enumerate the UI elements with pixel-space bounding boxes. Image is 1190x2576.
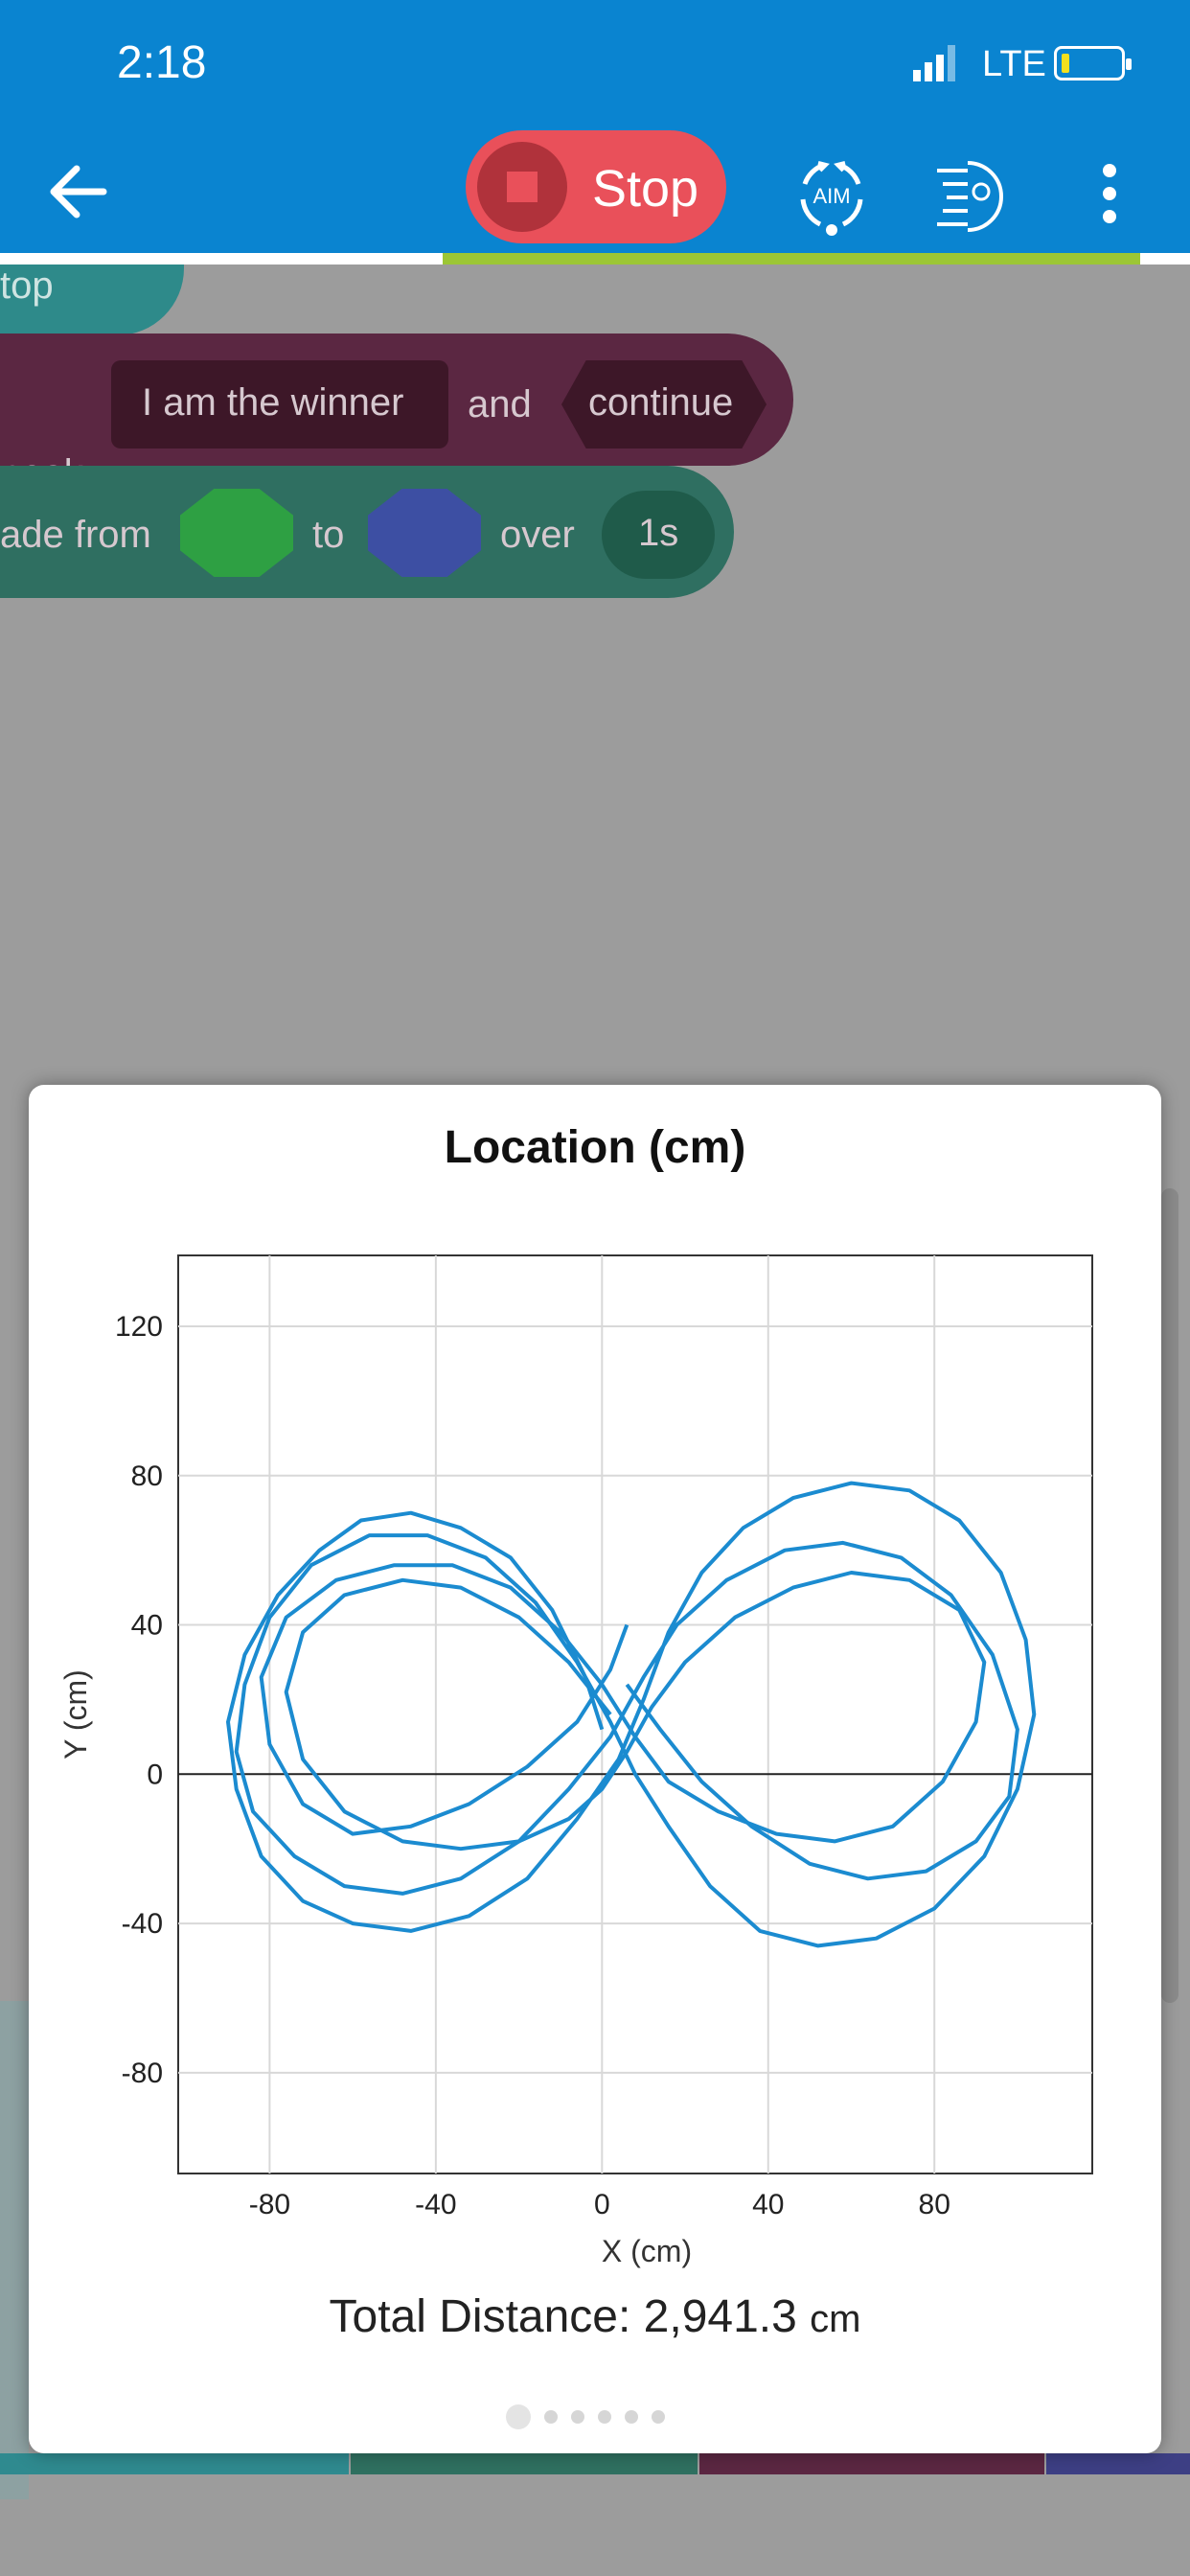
network-type: LTE — [982, 44, 1046, 84]
speak-mode-value: continue — [588, 381, 734, 424]
stop-block[interactable]: top — [0, 264, 184, 335]
y-tick-label: 0 — [147, 1759, 163, 1790]
more-options-icon[interactable] — [1090, 159, 1129, 228]
y-tick-label: 40 — [131, 1610, 163, 1642]
signal-icon — [913, 45, 955, 81]
y-tick-label: -40 — [122, 1908, 163, 1940]
x-tick-label: -40 — [415, 2189, 456, 2220]
total-distance-unit: cm — [810, 2298, 861, 2340]
stop-icon — [477, 142, 567, 232]
modal-title: Location (cm) — [444, 1122, 746, 1173]
stop-button[interactable]: Stop — [466, 130, 726, 243]
category-tab-1[interactable] — [0, 2453, 349, 2474]
location-modal[interactable]: Location (cm) -80 -40 0 40 80 120 80 40 0 -40 -80 X… — [29, 1085, 1161, 2453]
fade-over-label: over — [500, 514, 575, 556]
stream-progress-fill — [443, 253, 1140, 264]
category-tab-4[interactable] — [1046, 2453, 1190, 2474]
palette-edge — [0, 2001, 29, 2499]
stop-button-label: Stop — [592, 160, 699, 218]
x-tick-label: 40 — [752, 2189, 784, 2220]
page-dot[interactable] — [544, 2410, 558, 2424]
path-series-line — [259, 1563, 987, 1852]
fade-duration-field[interactable]: 1s — [602, 491, 715, 579]
category-tab-3[interactable] — [699, 2453, 1044, 2474]
page-dot[interactable] — [625, 2410, 638, 2424]
fade-from-color-swatch[interactable] — [180, 489, 293, 577]
page-dot[interactable] — [571, 2410, 584, 2424]
stop-block-label: top — [0, 264, 54, 307]
total-distance: Total Distance: 2,941.3 cm — [29, 2290, 1161, 2343]
x-axis-label: X (cm) — [602, 2234, 692, 2268]
page-indicator[interactable] — [506, 2404, 665, 2430]
fade-to-label: to — [312, 514, 345, 556]
aim-icon[interactable]: AIM — [791, 155, 872, 236]
status-bar: 2:18 LTE — [0, 0, 1190, 130]
speak-and-label: and — [468, 383, 532, 426]
location-chart: -80 -40 0 40 80 120 80 40 0 -40 -80 X (cm) Y (cm) — [58, 1254, 1093, 2268]
fade-block-label: ade from — [0, 514, 151, 556]
x-tick-label: 80 — [919, 2189, 950, 2220]
total-distance-value: Total Distance: 2,941.3 — [329, 2291, 797, 2342]
page-dot[interactable] — [652, 2410, 665, 2424]
back-arrow-icon[interactable] — [44, 157, 113, 226]
speak-text-value: I am the winner — [142, 381, 404, 424]
page-dot[interactable] — [598, 2410, 611, 2424]
program-toolbar: Stop AIM — [0, 130, 1190, 253]
canvas-scrollbar[interactable] — [1161, 1188, 1179, 2003]
speak-text-field[interactable]: I am the winner — [111, 360, 448, 448]
category-tab-2[interactable] — [351, 2453, 698, 2474]
battery-icon — [1054, 46, 1132, 80]
drive-icon[interactable] — [933, 157, 1012, 232]
fade-to-color-swatch[interactable] — [368, 489, 481, 577]
plot-area — [177, 1254, 1093, 2174]
aim-label: AIM — [812, 184, 850, 208]
path-series-line — [226, 1481, 1037, 1948]
y-tick-label: 80 — [131, 1460, 163, 1492]
x-tick-label: -80 — [249, 2189, 290, 2220]
speak-mode-dropdown[interactable]: continue — [561, 360, 767, 448]
y-axis-label: Y (cm) — [58, 1669, 93, 1760]
block-category-tabs[interactable] — [0, 2453, 1190, 2474]
status-time: 2:18 — [117, 37, 207, 88]
fade-duration-value: 1s — [638, 512, 679, 554]
page-dot[interactable] — [506, 2404, 531, 2429]
y-tick-label: -80 — [122, 2058, 163, 2089]
y-tick-label: 120 — [115, 1311, 163, 1343]
x-tick-label: 0 — [594, 2189, 610, 2220]
